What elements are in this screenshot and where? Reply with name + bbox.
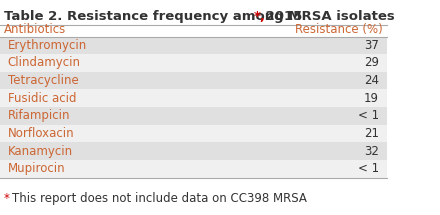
Text: 2015: 2015 xyxy=(261,10,302,23)
Text: Mupirocin: Mupirocin xyxy=(8,162,66,175)
Text: *,: *, xyxy=(253,10,265,23)
Text: 37: 37 xyxy=(364,39,379,52)
Text: 32: 32 xyxy=(364,145,379,158)
Text: Fusidic acid: Fusidic acid xyxy=(8,92,76,105)
Text: Rifampicin: Rifampicin xyxy=(8,109,70,122)
FancyBboxPatch shape xyxy=(0,37,387,54)
Text: Kanamycin: Kanamycin xyxy=(8,145,73,158)
FancyBboxPatch shape xyxy=(0,160,387,178)
Text: *: * xyxy=(4,192,10,205)
Text: Clindamycin: Clindamycin xyxy=(8,57,81,69)
FancyBboxPatch shape xyxy=(0,142,387,160)
Text: 21: 21 xyxy=(364,127,379,140)
Text: Tetracycline: Tetracycline xyxy=(8,74,78,87)
Text: Erythromycin: Erythromycin xyxy=(8,39,87,52)
FancyBboxPatch shape xyxy=(0,54,387,72)
Text: < 1: < 1 xyxy=(358,162,379,175)
Text: Antibiotics: Antibiotics xyxy=(4,23,66,35)
Text: Resistance (%): Resistance (%) xyxy=(295,23,383,35)
FancyBboxPatch shape xyxy=(0,72,387,89)
Text: Table 2. Resistance frequency among MRSA isolates: Table 2. Resistance frequency among MRSA… xyxy=(4,10,395,23)
Text: 24: 24 xyxy=(364,74,379,87)
Text: This report does not include data on CC398 MRSA: This report does not include data on CC3… xyxy=(12,192,307,205)
Text: Norfloxacin: Norfloxacin xyxy=(8,127,74,140)
Text: 19: 19 xyxy=(364,92,379,105)
FancyBboxPatch shape xyxy=(0,107,387,125)
Text: < 1: < 1 xyxy=(358,109,379,122)
Text: 29: 29 xyxy=(364,57,379,69)
FancyBboxPatch shape xyxy=(0,89,387,107)
FancyBboxPatch shape xyxy=(0,125,387,142)
